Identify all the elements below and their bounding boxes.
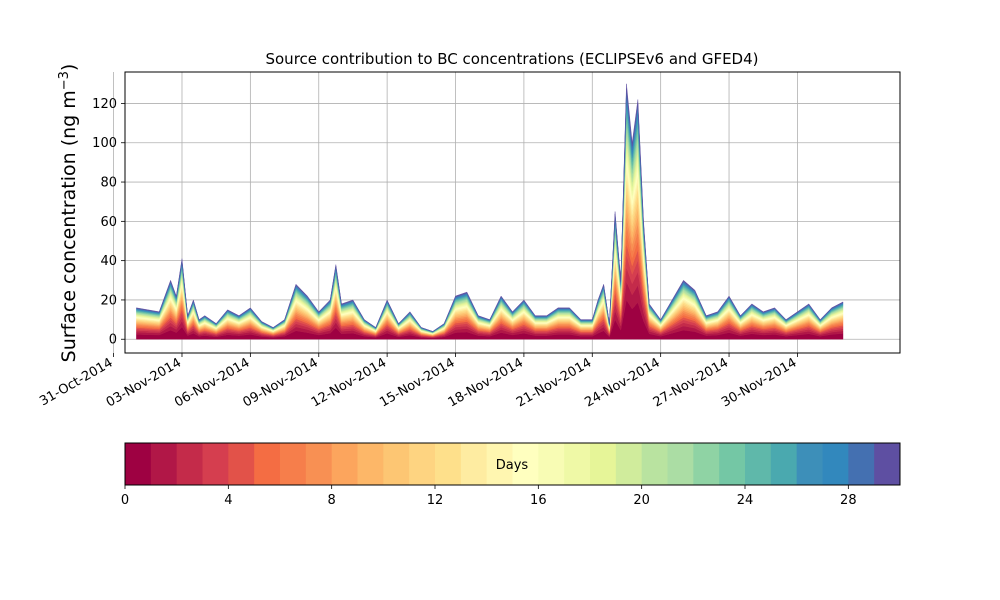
x-tick-label: 27-Nov-2014 (651, 355, 731, 410)
area-layer-day-18 (136, 140, 844, 334)
area-layer-day-22 (136, 118, 844, 333)
colorbar-tick-label: 28 (840, 493, 857, 508)
x-axis: 31-Oct-201403-Nov-201406-Nov-201409-Nov-… (37, 353, 799, 410)
colorbar-tick-label: 0 (121, 493, 129, 508)
area-layer-day-29 (136, 83, 844, 332)
colorbar-swatch-19 (615, 443, 643, 485)
colorbar-swatch-22 (693, 443, 720, 485)
y-tick-label: 100 (92, 136, 117, 151)
y-axis: 0 20 40 60 80 100 120 (92, 97, 125, 348)
colorbar-swatch-23 (719, 443, 746, 485)
colorbar-swatch-1 (150, 443, 178, 485)
area-layer-day-20 (136, 129, 844, 334)
colorbar-tick-label: 24 (737, 493, 754, 508)
x-tick-label: 03-Nov-2014 (104, 355, 184, 410)
x-tick-label: 06-Nov-2014 (172, 355, 252, 410)
x-tick-label: 18-Nov-2014 (446, 355, 526, 410)
colorbar-swatch-10 (383, 443, 410, 485)
area-layer-day-28 (136, 88, 844, 332)
colorbar-swatch-4 (228, 443, 255, 485)
colorbar-tick-label: 8 (328, 493, 336, 508)
colorbar-frame (124, 442, 901, 486)
colorbar-tick-label: 20 (633, 493, 650, 508)
stacked-area-layers (136, 83, 844, 340)
colorbar (125, 443, 901, 485)
chart-title: Source contribution to BC concentrations… (265, 50, 758, 68)
y-tick-label: 120 (92, 97, 117, 112)
area-layer-day-26 (136, 98, 844, 333)
colorbar-swatch-11 (409, 443, 436, 485)
colorbar-ticks: 0 4 8 12 16 20 24 28 (121, 485, 857, 508)
colorbar-swatch-13 (460, 443, 488, 485)
area-layer-day-19 (136, 134, 844, 334)
colorbar-swatch-16 (538, 443, 565, 485)
colorbar-swatch-0 (125, 443, 152, 485)
y-tick-label: 80 (100, 176, 117, 191)
plot-frame (124, 71, 901, 354)
colorbar-swatch-12 (435, 443, 462, 485)
area-layer-day-14 (136, 164, 844, 335)
colorbar-swatch-5 (254, 443, 281, 485)
colorbar-swatch-20 (641, 443, 668, 485)
colorbar-swatch-29 (874, 443, 901, 485)
colorbar-swatch-9 (357, 443, 384, 485)
y-tick-label: 60 (100, 215, 117, 230)
colorbar-swatch-3 (202, 443, 229, 485)
y-tick-label: 0 (109, 333, 117, 348)
x-tick-label: 21-Nov-2014 (514, 355, 594, 410)
y-tick-label: 20 (100, 293, 117, 308)
area-layer-day-25 (136, 103, 844, 333)
area-layer-day-21 (136, 123, 844, 333)
colorbar-swatch-6 (280, 443, 307, 485)
colorbar-swatch-25 (770, 443, 798, 485)
area-layer-day-17 (136, 146, 844, 334)
area-layer-day-27 (136, 93, 844, 333)
colorbar-tick-label: 16 (530, 493, 547, 508)
x-tick-label: 15-Nov-2014 (377, 355, 457, 410)
area-layer-day-15 (136, 158, 844, 335)
x-tick-label: 24-Nov-2014 (582, 355, 662, 410)
y-axis-label-main: Surface concentration (ng m (58, 90, 80, 362)
colorbar-swatch-17 (564, 443, 591, 485)
y-axis-label-close: ) (58, 64, 80, 71)
colorbar-swatch-8 (331, 443, 358, 485)
colorbar-swatch-26 (796, 443, 823, 485)
y-axis-label-superscript: −3 (57, 71, 72, 90)
colorbar-label: Days (496, 458, 529, 473)
colorbar-swatch-28 (848, 443, 875, 485)
colorbar-swatch-14 (486, 443, 513, 485)
colorbar-swatch-2 (176, 443, 203, 485)
colorbar-swatch-21 (667, 443, 694, 485)
x-tick-label: 30-Nov-2014 (719, 355, 799, 410)
colorbar-swatch-7 (305, 443, 333, 485)
x-tick-label: 31-Oct-2014 (37, 355, 115, 409)
colorbar-swatch-18 (590, 443, 617, 485)
x-tick-label: 09-Nov-2014 (240, 355, 320, 410)
area-layer-day-16 (136, 152, 844, 334)
area-layer-day-24 (136, 108, 844, 333)
colorbar-tick-label: 4 (224, 493, 232, 508)
colorbar-swatch-27 (822, 443, 849, 485)
colorbar-tick-label: 12 (427, 493, 444, 508)
colorbar-swatch-15 (512, 443, 539, 485)
x-tick-label: 12-Nov-2014 (309, 355, 389, 410)
y-axis-label: Surface concentration (ng m−3) (57, 64, 80, 363)
colorbar-swatch-24 (745, 443, 772, 485)
y-tick-label: 40 (100, 254, 117, 269)
